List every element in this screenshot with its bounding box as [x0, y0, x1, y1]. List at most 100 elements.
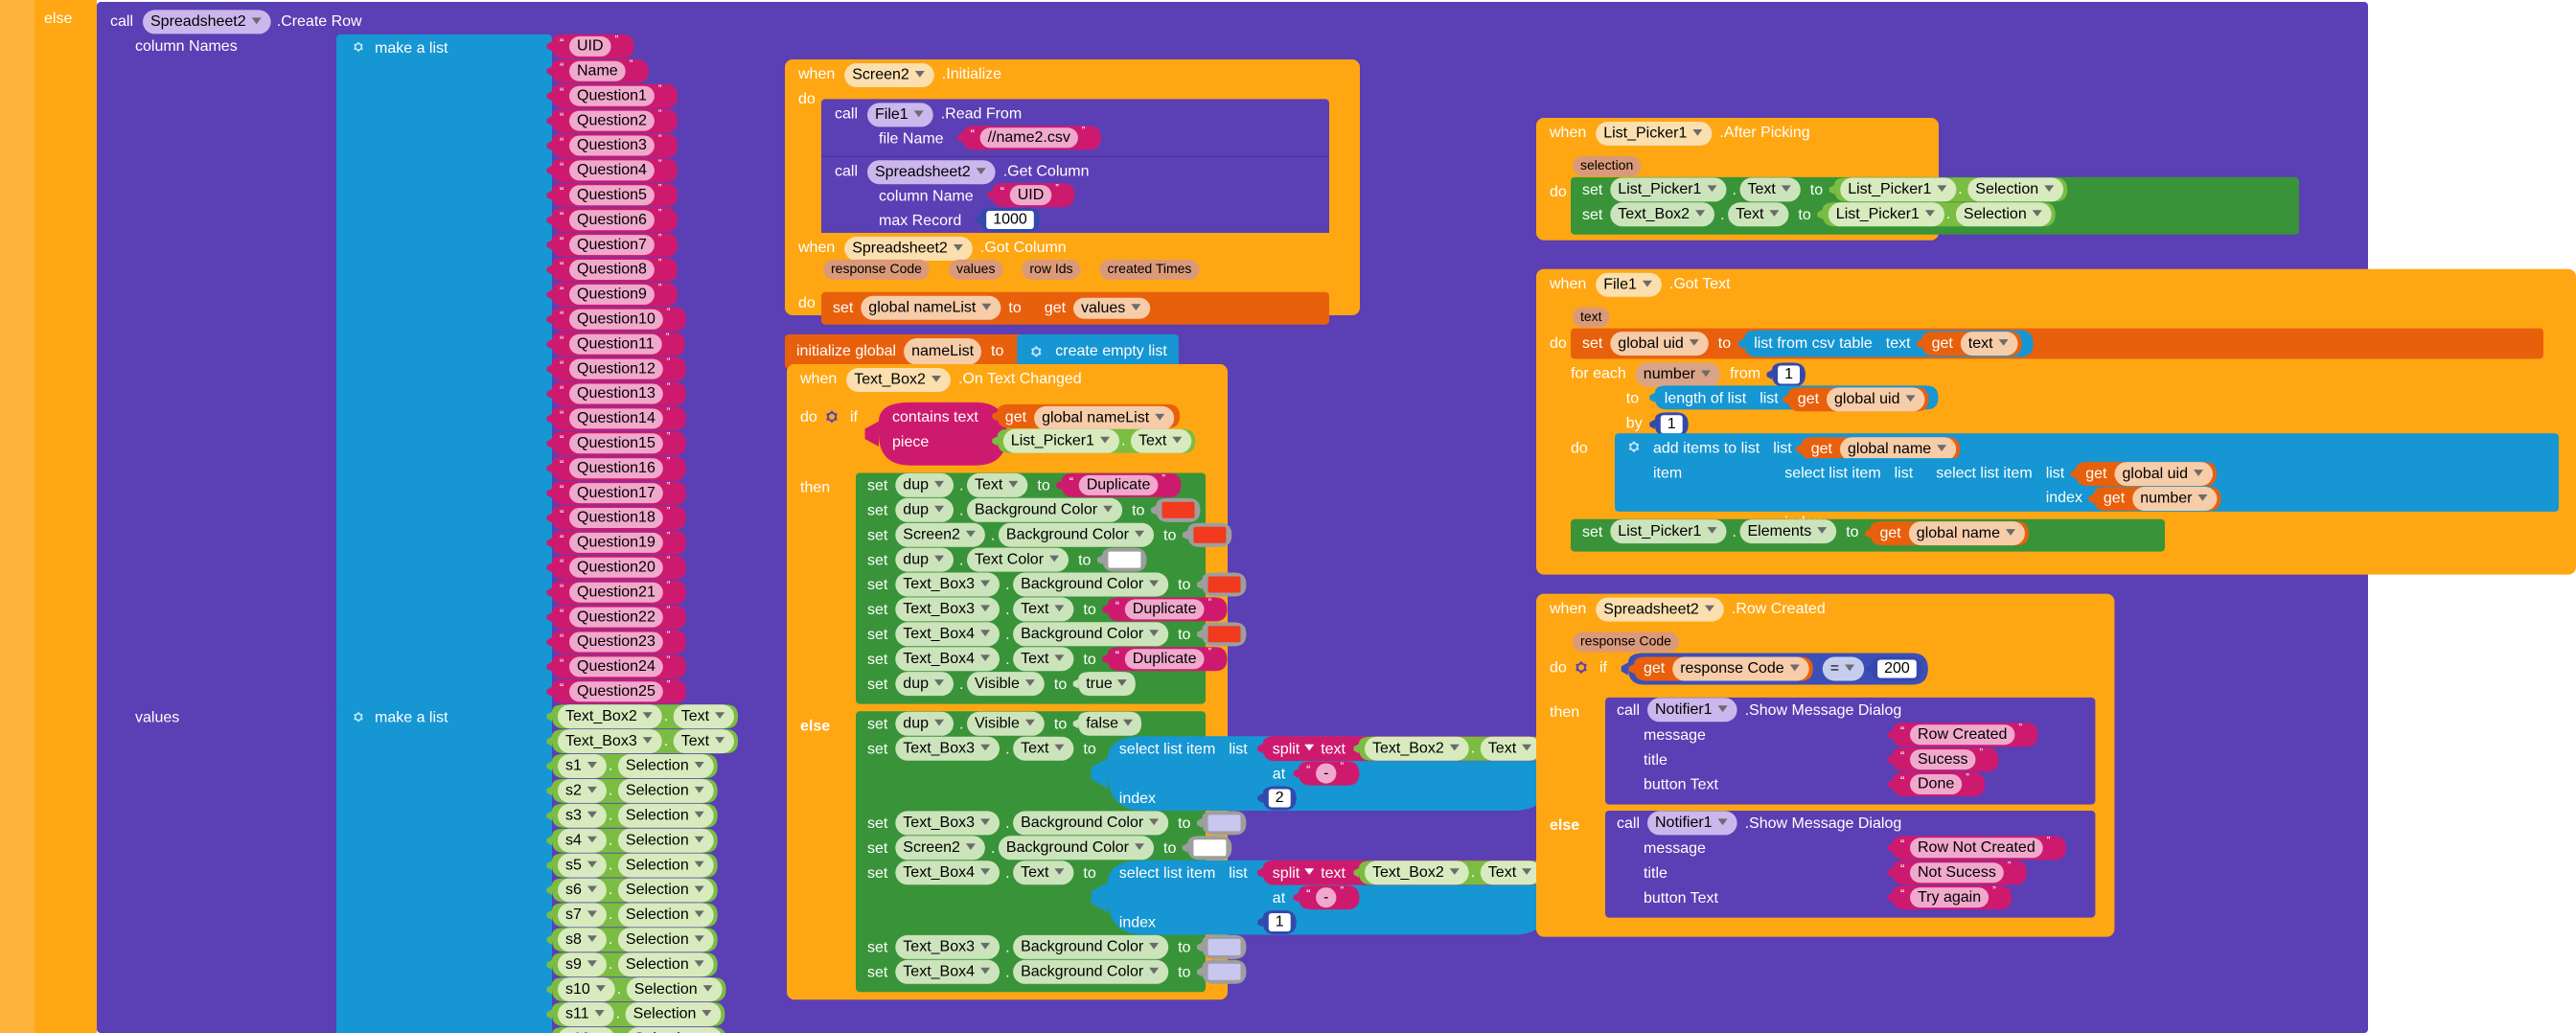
svg-text:Question7: Question7 — [577, 237, 647, 253]
svg-text:Duplicate: Duplicate — [1087, 477, 1151, 494]
svg-text:to: to — [1178, 940, 1190, 956]
svg-text:Selection: Selection — [633, 1006, 697, 1022]
svg-text:to: to — [1054, 717, 1067, 733]
svg-text:”: ” — [658, 282, 662, 293]
svg-text:Row Created: Row Created — [1918, 726, 2007, 743]
svg-text:Name: Name — [577, 63, 618, 80]
svg-text:to: to — [1178, 815, 1190, 832]
svg-text:Selection: Selection — [626, 857, 689, 873]
svg-text:Background Color: Background Color — [1006, 526, 1130, 542]
svg-text:”: ” — [667, 356, 671, 368]
svg-text:Text: Text — [1021, 601, 1049, 617]
svg-text:”: ” — [667, 530, 671, 541]
svg-text:1: 1 — [1276, 914, 1284, 930]
svg-text:”: ” — [667, 431, 671, 443]
svg-text:global uid: global uid — [2123, 466, 2189, 482]
svg-text:“: “ — [1116, 648, 1119, 662]
svg-text:Question12: Question12 — [577, 360, 656, 377]
svg-text:Text_Box2: Text_Box2 — [1372, 864, 1444, 881]
svg-text:Elements: Elements — [1748, 523, 1812, 539]
svg-text:.Show Message Dialog: .Show Message Dialog — [1745, 815, 1902, 832]
svg-text:Selection: Selection — [626, 931, 689, 948]
svg-text:dup: dup — [903, 716, 929, 732]
svg-text:Text_Box2: Text_Box2 — [854, 372, 926, 388]
svg-text:global nameList: global nameList — [868, 300, 977, 316]
svg-text:Background Color: Background Color — [975, 502, 1098, 518]
svg-text:select list item: select list item — [1119, 865, 1215, 882]
svg-text:Text: Text — [1748, 181, 1777, 197]
svg-text:Question3: Question3 — [577, 137, 647, 153]
svg-text:”: ” — [658, 83, 662, 95]
svg-text:to: to — [1718, 335, 1731, 352]
svg-text:”: ” — [658, 108, 662, 120]
svg-text:do: do — [800, 409, 817, 425]
svg-text:to: to — [1008, 300, 1021, 316]
svg-text:s3: s3 — [565, 808, 582, 824]
svg-text:call: call — [835, 106, 858, 123]
svg-text:Text_Box4: Text_Box4 — [903, 964, 975, 980]
svg-text:do: do — [798, 295, 816, 311]
svg-text:contains text: contains text — [892, 409, 978, 425]
svg-text:to: to — [1078, 552, 1091, 568]
svg-text:“: “ — [560, 110, 564, 125]
svg-text:Done: Done — [1918, 776, 1954, 792]
svg-text:s8: s8 — [565, 931, 582, 948]
svg-text:then: then — [1550, 704, 1579, 721]
svg-text:Not Sucess: Not Sucess — [1918, 864, 1996, 881]
svg-text:initialize global: initialize global — [796, 343, 896, 359]
svg-text:else: else — [1550, 817, 1579, 834]
svg-text:List_Picker1: List_Picker1 — [1603, 126, 1687, 142]
svg-text:List_Picker1: List_Picker1 — [1836, 206, 1920, 222]
svg-text:.: . — [664, 708, 668, 724]
svg-text:”: ” — [667, 555, 671, 566]
svg-text:”: ” — [2018, 723, 2022, 734]
svg-text:UID: UID — [1018, 187, 1045, 203]
svg-text:text: text — [1580, 309, 1602, 324]
svg-text:call: call — [110, 13, 133, 30]
svg-text:get: get — [1005, 409, 1027, 425]
svg-text:global name: global name — [1917, 525, 2000, 541]
svg-text:1: 1 — [1668, 416, 1676, 432]
svg-text:”: ” — [1341, 885, 1345, 897]
svg-text:Selection: Selection — [626, 882, 689, 898]
svg-text:column Names: column Names — [135, 38, 238, 55]
svg-text:index: index — [1119, 915, 1156, 931]
svg-text:Visible: Visible — [975, 676, 1020, 692]
svg-text:when: when — [1549, 125, 1586, 141]
svg-text://name2.csv: //name2.csv — [988, 129, 1070, 146]
svg-text:File1: File1 — [1603, 276, 1637, 292]
svg-text:Background Color: Background Color — [1021, 815, 1144, 831]
svg-text:set: set — [1582, 335, 1603, 352]
svg-text:Question19: Question19 — [577, 535, 656, 551]
svg-text:“: “ — [560, 259, 564, 273]
svg-text:.Show Message Dialog: .Show Message Dialog — [1745, 702, 1902, 719]
svg-text:s10: s10 — [565, 981, 590, 998]
svg-text:get: get — [1798, 391, 1820, 407]
svg-text:.Got Column: .Got Column — [980, 240, 1067, 256]
svg-text:Question10: Question10 — [577, 311, 656, 328]
svg-text:set: set — [867, 940, 888, 956]
svg-text:Row Not Created: Row Not Created — [1918, 839, 2036, 856]
svg-text:“: “ — [560, 85, 564, 100]
svg-text:number: number — [2140, 491, 2193, 507]
svg-text:”: ” — [667, 630, 671, 641]
svg-text:nameList: nameList — [911, 343, 974, 359]
svg-text:do: do — [1550, 335, 1567, 352]
svg-text:make a list: make a list — [375, 709, 448, 725]
svg-text:Question18: Question18 — [577, 510, 656, 526]
svg-text:”: ” — [2047, 836, 2051, 847]
svg-text:call: call — [1617, 702, 1640, 719]
svg-text:add items to list: add items to list — [1653, 440, 1760, 456]
svg-text:do: do — [1571, 440, 1588, 456]
svg-text:”: ” — [666, 332, 670, 343]
svg-text:Text: Text — [1021, 740, 1049, 756]
svg-text:to: to — [1178, 627, 1190, 643]
svg-text:s6: s6 — [565, 882, 582, 898]
svg-text:selection: selection — [1580, 157, 1633, 172]
svg-text:s5: s5 — [565, 857, 582, 873]
svg-text:”: ” — [1208, 597, 1212, 608]
svg-text:.: . — [609, 931, 612, 948]
svg-text:false: false — [1086, 716, 1118, 732]
svg-text:set: set — [867, 865, 888, 882]
svg-text:values: values — [956, 261, 995, 276]
